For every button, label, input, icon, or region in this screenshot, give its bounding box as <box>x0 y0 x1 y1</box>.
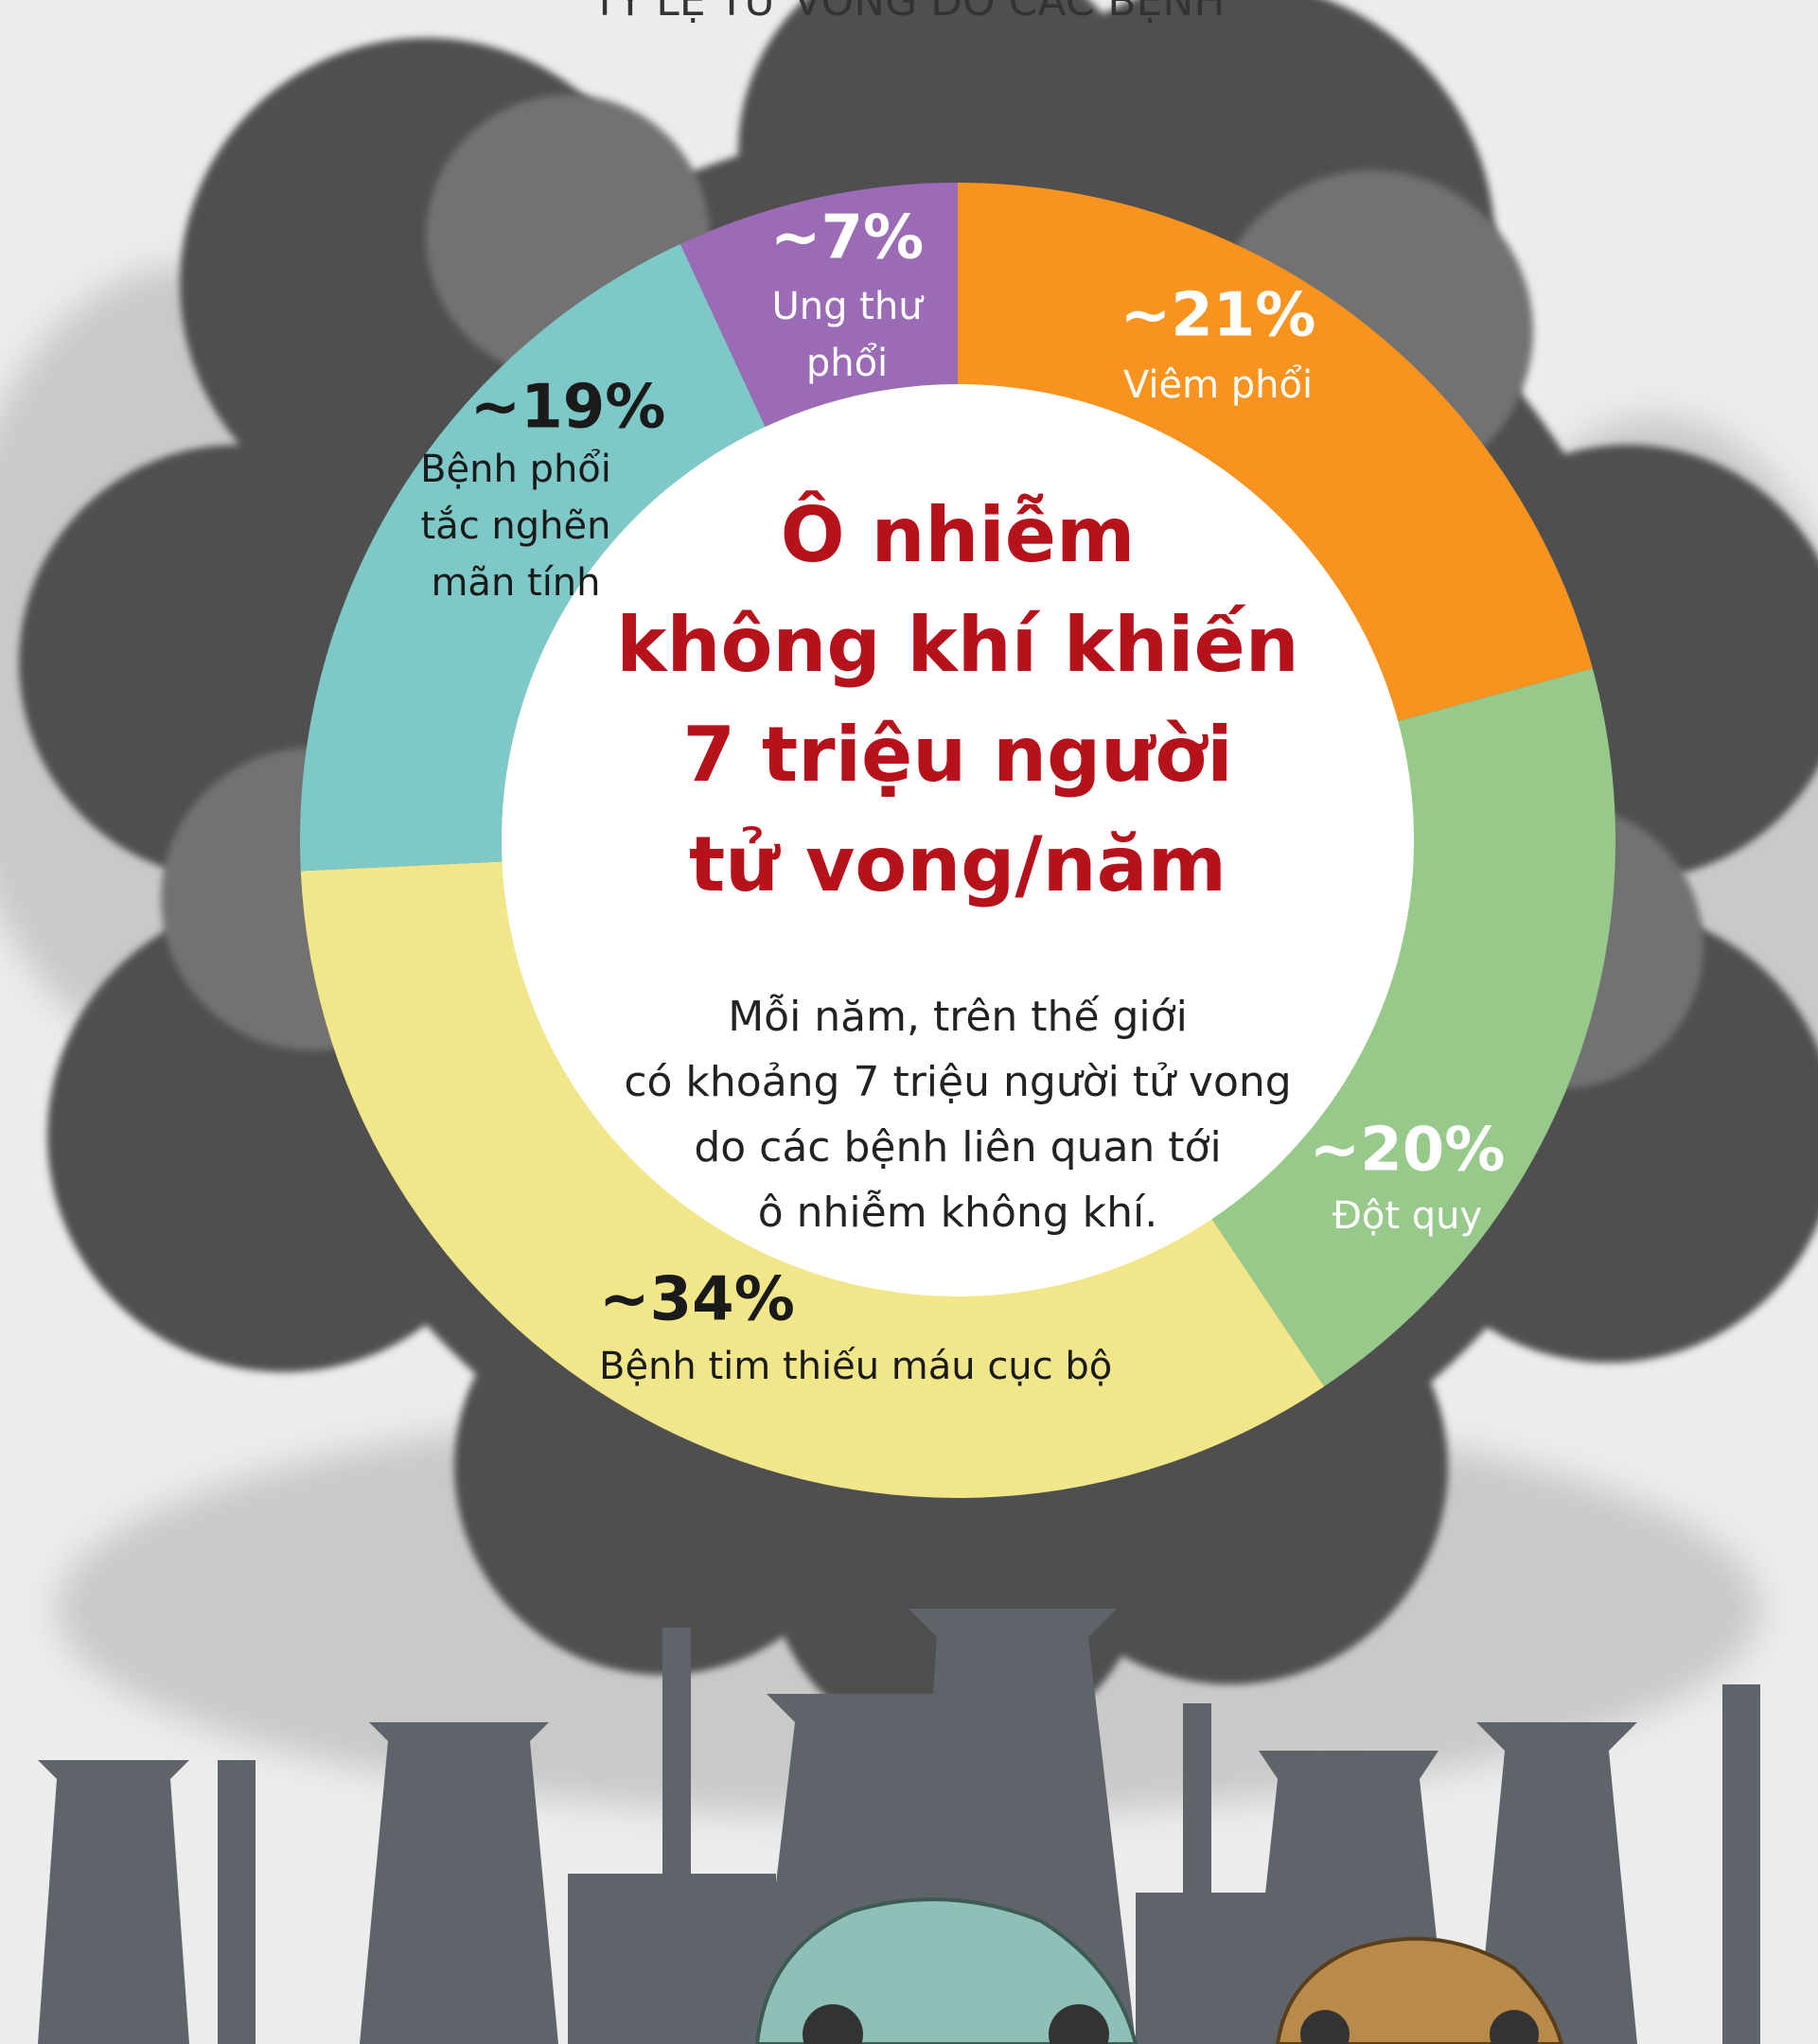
labels: ~21% Viêm phổi ~20% Đột quy ~34% Bệnh tim thi… <box>420 203 1505 1388</box>
description-line: Mỗi năm, trên thế giới <box>728 993 1188 1041</box>
heading-line: Ô nhiễm <box>781 490 1136 579</box>
heading-line: không khí khiến <box>616 601 1298 689</box>
heading-line: tử vong/năm <box>689 820 1227 908</box>
description-line: ô nhiễm không khí. <box>758 1189 1158 1237</box>
category-label: Bệnh phổi <box>420 448 611 491</box>
description-line: có khoảng 7 triệu người tử vong <box>624 1058 1291 1106</box>
description-line: do các bệnh liên quan tới <box>694 1123 1221 1172</box>
value-label: ~20% <box>1310 1116 1506 1186</box>
title: TỶ LỆ TỬ VONG DO CÁC BỆNH <box>591 0 1226 26</box>
category-label: Bệnh tim thiếu máu cục bộ <box>599 1345 1112 1388</box>
car-brown <box>1275 1936 1564 2044</box>
heading-line: 7 triệu người <box>682 711 1232 799</box>
value-label: ~34% <box>599 1265 795 1335</box>
donut-hole <box>502 384 1414 1296</box>
value-label: ~7% <box>770 203 924 273</box>
value-label: ~21% <box>1121 281 1316 351</box>
category-label: Viêm phổi <box>1123 363 1313 407</box>
category-label: mãn tính <box>431 561 600 605</box>
category-label: Ung thư <box>771 285 925 328</box>
car-blue <box>754 1897 1138 2044</box>
category-label: Đột quy <box>1333 1194 1482 1238</box>
category-label: tắc nghẽn <box>421 504 611 548</box>
category-label: phổi <box>806 342 888 385</box>
value-label: ~19% <box>470 373 666 443</box>
